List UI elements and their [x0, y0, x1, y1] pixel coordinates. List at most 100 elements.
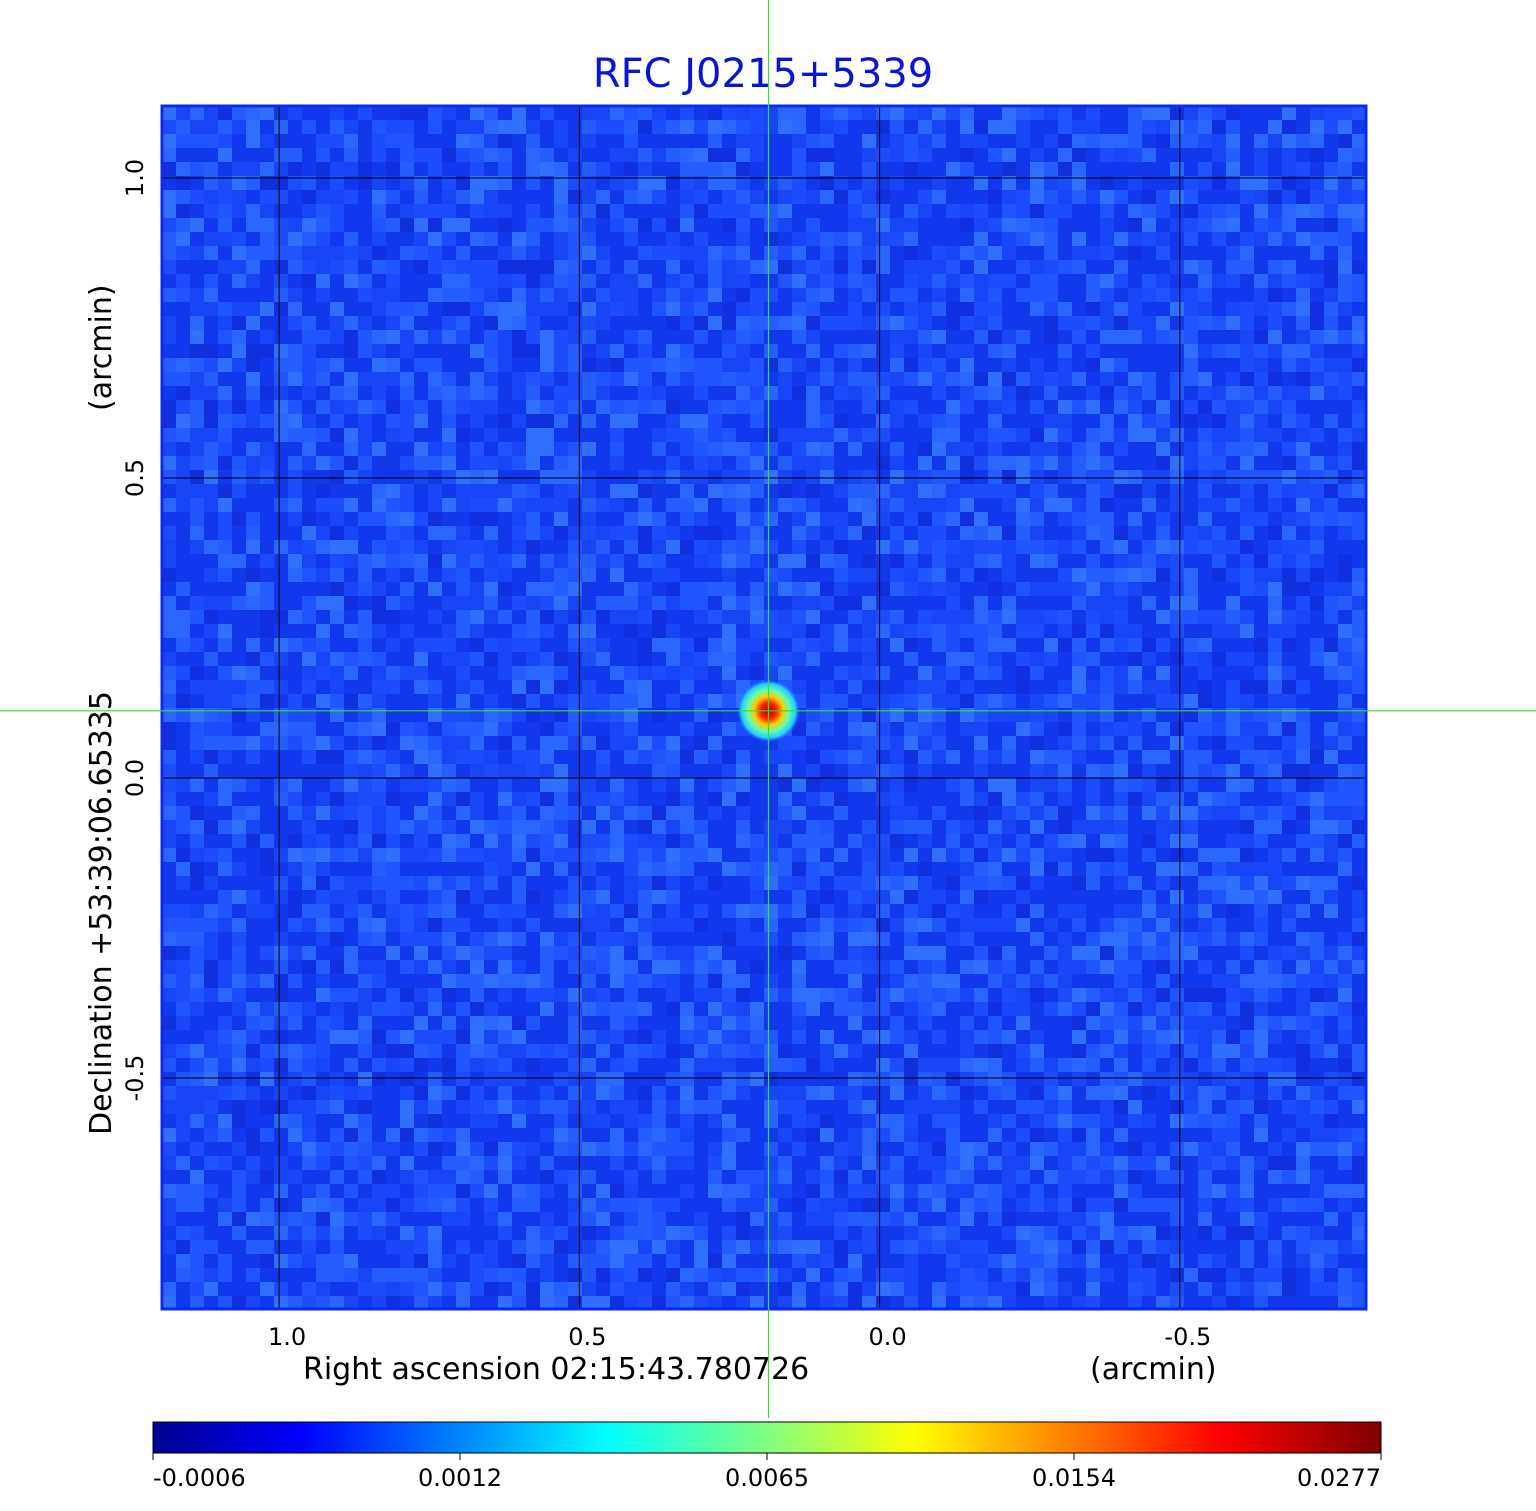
map-cell — [1016, 862, 1030, 876]
map-cell — [414, 260, 428, 274]
map-cell — [1240, 890, 1254, 904]
map-cell — [442, 274, 456, 288]
map-cell — [890, 400, 904, 414]
map-cell — [694, 764, 708, 778]
map-cell — [554, 876, 568, 890]
map-cell — [652, 792, 666, 806]
map-cell — [862, 596, 876, 610]
map-cell — [358, 652, 372, 666]
map-cell — [582, 176, 596, 190]
map-cell — [344, 820, 358, 834]
map-cell — [750, 806, 764, 820]
map-cell — [512, 400, 526, 414]
map-cell — [736, 400, 750, 414]
map-cell — [176, 330, 190, 344]
map-cell — [918, 834, 932, 848]
map-cell — [498, 820, 512, 834]
map-cell — [204, 358, 218, 372]
map-cell — [302, 722, 316, 736]
map-cell — [386, 512, 400, 526]
map-cell — [988, 260, 1002, 274]
map-cell — [848, 750, 862, 764]
map-cell — [1002, 358, 1016, 372]
map-cell — [232, 274, 246, 288]
map-cell — [1142, 134, 1156, 148]
map-cell — [218, 190, 232, 204]
map-cell — [988, 204, 1002, 218]
map-cell — [596, 232, 610, 246]
map-cell — [1198, 372, 1212, 386]
map-cell — [932, 862, 946, 876]
map-cell — [876, 708, 890, 722]
map-cell — [176, 792, 190, 806]
map-cell — [1128, 792, 1142, 806]
map-cell — [932, 652, 946, 666]
map-cell — [526, 624, 540, 638]
map-cell — [400, 358, 414, 372]
map-cell — [862, 344, 876, 358]
map-cell — [162, 610, 176, 624]
map-cell — [1226, 806, 1240, 820]
map-cell — [1086, 638, 1100, 652]
map-cell — [1310, 820, 1324, 834]
map-cell — [316, 288, 330, 302]
map-cell — [946, 134, 960, 148]
map-cell — [960, 848, 974, 862]
map-cell — [554, 666, 568, 680]
map-cell — [512, 470, 526, 484]
map-cell — [596, 764, 610, 778]
map-cell — [372, 330, 386, 344]
map-cell — [526, 820, 540, 834]
map-cell — [792, 624, 806, 638]
map-cell — [1058, 582, 1072, 596]
map-cell — [1254, 694, 1268, 708]
map-cell — [1254, 820, 1268, 834]
map-cell — [1352, 624, 1366, 638]
map-cell — [1016, 568, 1030, 582]
map-cell — [834, 568, 848, 582]
map-cell — [456, 792, 470, 806]
map-cell — [918, 848, 932, 862]
map-cell — [582, 638, 596, 652]
map-cell — [218, 708, 232, 722]
map-cell — [190, 624, 204, 638]
map-cell — [1310, 470, 1324, 484]
map-cell — [890, 778, 904, 792]
map-cell — [1352, 792, 1366, 806]
map-cell — [512, 568, 526, 582]
map-cell — [778, 190, 792, 204]
map-cell — [1282, 330, 1296, 344]
map-cell — [190, 288, 204, 302]
map-cell — [302, 442, 316, 456]
map-cell — [708, 708, 722, 722]
map-cell — [722, 232, 736, 246]
map-cell — [960, 792, 974, 806]
map-cell — [302, 610, 316, 624]
map-cell — [232, 750, 246, 764]
map-cell — [218, 498, 232, 512]
map-cell — [610, 512, 624, 526]
map-cell — [372, 246, 386, 260]
map-cell — [316, 162, 330, 176]
map-cell — [946, 694, 960, 708]
map-cell — [610, 316, 624, 330]
map-cell — [358, 372, 372, 386]
map-cell — [1198, 708, 1212, 722]
map-cell — [260, 610, 274, 624]
map-cell — [288, 820, 302, 834]
map-cell — [1142, 246, 1156, 260]
map-cell — [1296, 428, 1310, 442]
map-cell — [1030, 540, 1044, 554]
map-cell — [204, 176, 218, 190]
map-cell — [918, 148, 932, 162]
map-cell — [526, 106, 540, 120]
map-cell — [736, 372, 750, 386]
map-cell — [176, 540, 190, 554]
map-cell — [876, 820, 890, 834]
map-cell — [1352, 148, 1366, 162]
map-cell — [596, 176, 610, 190]
map-cell — [792, 904, 806, 918]
map-cell — [778, 554, 792, 568]
map-cell — [694, 876, 708, 890]
map-cell — [652, 652, 666, 666]
